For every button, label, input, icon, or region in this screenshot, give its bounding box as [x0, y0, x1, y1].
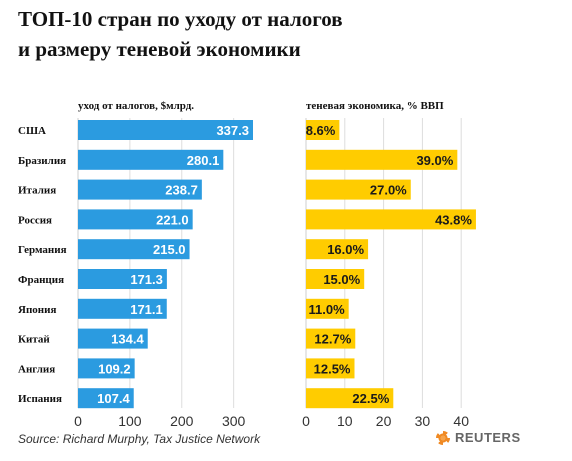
tax-avoidance-value-label: 215.0 — [153, 242, 186, 257]
shadow-economy-bar — [306, 179, 411, 200]
shadow-economy-bar — [306, 269, 365, 289]
category-label: США — [18, 125, 46, 137]
shadow-economy-value-label: 12.7% — [314, 332, 351, 347]
chart-title: ТОП-10 стран по уходу от налогов и разме… — [18, 4, 343, 64]
category-label: Испания — [18, 393, 62, 405]
category-label: Россия — [18, 214, 52, 226]
tax-avoidance-bar — [78, 269, 167, 289]
right-panel-label: теневая экономика, % ВВП — [306, 100, 444, 112]
reuters-logo-text: REUTERS — [455, 430, 521, 445]
tax-avoidance-value-label: 337.3 — [216, 123, 249, 138]
category-label: Италия — [18, 185, 56, 197]
shadow-economy-tick-label: 10 — [337, 413, 353, 429]
shadow-economy-value-label: 22.5% — [352, 391, 389, 406]
category-label: Китай — [18, 334, 50, 346]
shadow-economy-value-label: 12.5% — [314, 361, 351, 376]
tax-avoidance-value-label: 280.1 — [187, 153, 220, 168]
shadow-economy-bar — [306, 358, 355, 379]
tax-avoidance-value-label: 134.4 — [111, 332, 144, 347]
tax-avoidance-value-label: 107.4 — [97, 391, 130, 406]
shadow-economy-bar — [306, 239, 369, 260]
category-label: Германия — [18, 244, 67, 256]
shadow-economy-bar — [306, 388, 394, 409]
shadow-economy-value-label: 27.0% — [370, 183, 407, 198]
shadow-economy-bar — [306, 298, 349, 319]
shadow-economy-value-label: 15.0% — [323, 272, 360, 287]
tax-avoidance-value-label: 109.2 — [98, 361, 131, 376]
reuters-logo: REUTERS — [436, 430, 521, 445]
shadow-economy-value-label: 8.6% — [306, 123, 336, 138]
tax-avoidance-bar — [78, 209, 193, 230]
shadow-economy-bar — [306, 149, 458, 170]
tax-avoidance-tick-label: 100 — [118, 413, 142, 429]
title-line-1: ТОП-10 стран по уходу от налогов — [18, 7, 343, 31]
source-note: Source: Richard Murphy, Tax Justice Netw… — [18, 432, 261, 446]
reuters-logo-icon — [436, 430, 450, 445]
tax-avoidance-bar — [78, 239, 190, 260]
tax-avoidance-tick-label: 300 — [222, 413, 246, 429]
tax-avoidance-value-label: 171.3 — [130, 272, 163, 287]
tax-avoidance-bar — [78, 388, 134, 409]
tax-avoidance-bar — [78, 328, 148, 349]
shadow-economy-bar — [306, 328, 356, 349]
left-panel-label: уход от налогов, $млрд. — [78, 100, 195, 112]
tax-avoidance-value-label: 171.1 — [130, 302, 163, 317]
category-label: Англия — [18, 363, 55, 375]
shadow-economy-tick-label: 30 — [415, 413, 431, 429]
tax-avoidance-value-label: 221.0 — [156, 212, 189, 227]
tax-avoidance-tick-label: 0 — [74, 413, 82, 429]
title-line-2: и размеру теневой экономики — [18, 37, 301, 61]
shadow-economy-tick-label: 40 — [453, 413, 469, 429]
category-label: Бразилия — [18, 155, 66, 167]
tax-avoidance-bar — [78, 358, 135, 379]
tax-avoidance-bar — [78, 298, 167, 319]
category-label: Япония — [18, 304, 56, 316]
shadow-economy-value-label: 16.0% — [327, 242, 364, 257]
category-label: Франция — [18, 274, 64, 286]
tax-avoidance-bar — [78, 120, 253, 140]
tax-avoidance-value-label: 238.7 — [165, 183, 198, 198]
shadow-economy-bar — [306, 209, 476, 230]
shadow-economy-tick-label: 0 — [302, 413, 310, 429]
shadow-economy-value-label: 43.8% — [435, 212, 472, 227]
tax-avoidance-tick-label: 200 — [170, 413, 194, 429]
shadow-economy-value-label: 39.0% — [416, 153, 453, 168]
shadow-economy-bar — [306, 120, 340, 140]
tax-avoidance-bar — [78, 179, 202, 200]
tax-avoidance-bar — [78, 149, 224, 170]
shadow-economy-value-label: 11.0% — [309, 302, 346, 317]
shadow-economy-tick-label: 20 — [376, 413, 392, 429]
